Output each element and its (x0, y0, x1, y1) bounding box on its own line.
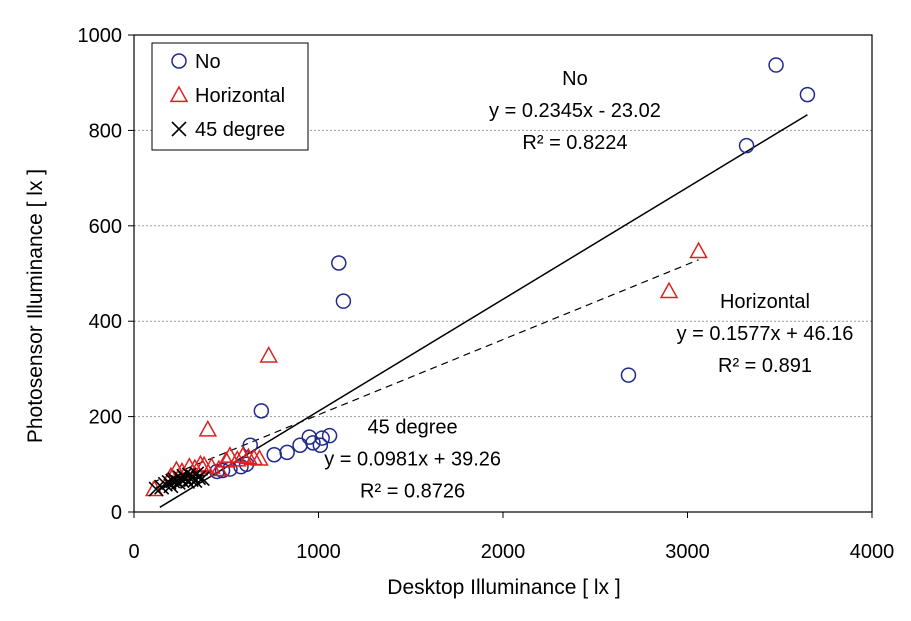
legend-marker (171, 53, 187, 69)
annotation-line: R² = 0.8224 (522, 132, 627, 154)
annotation-line: y = 0.1577x + 46.16 (677, 323, 854, 345)
x-tick-label: 0 (128, 541, 139, 563)
data-point (305, 435, 321, 451)
data-point (259, 345, 278, 363)
legend: No Horizontal 45 degree (151, 42, 309, 151)
data-point (312, 437, 329, 453)
y-tick-label: 800 (89, 120, 122, 142)
y-tick-label: 600 (89, 216, 122, 238)
annotation-line: y = 0.2345x - 23.02 (489, 100, 661, 122)
data-point (220, 446, 240, 463)
data-point (279, 444, 295, 461)
annotation-line: R² = 0.8726 (360, 480, 465, 502)
data-point (335, 293, 352, 309)
data-point (214, 462, 231, 479)
data-point (209, 459, 229, 477)
data-point (194, 471, 210, 487)
trendline-annotations: No y = 0.2345x - 23.02 R² = 0.8224 Horizont… (324, 68, 853, 502)
data-point (157, 476, 173, 492)
y-axis-title: Photosensor Illuminance [ lx ] (24, 169, 47, 443)
data-point (738, 137, 755, 154)
data-point (768, 57, 784, 73)
x-tick-label: 2000 (481, 541, 526, 563)
data-point (292, 437, 308, 453)
x-axis-title: Desktop Illuminance [ lx ] (387, 576, 620, 599)
data-point (314, 430, 330, 446)
data-point (145, 479, 164, 497)
x-tick-label: 4000 (850, 541, 895, 563)
annotation-line: Horizontal (720, 291, 810, 313)
data-point (266, 447, 282, 463)
data-point (198, 419, 218, 437)
data-point (321, 427, 338, 444)
data-point (659, 281, 679, 299)
data-point (253, 403, 270, 419)
grid-lines (134, 129, 872, 418)
data-point (191, 470, 207, 486)
annotation-line: No (562, 68, 588, 90)
legend-label: No (195, 51, 221, 73)
data-point (620, 367, 637, 383)
x-tick-label: 3000 (665, 541, 710, 563)
data-point (228, 449, 247, 467)
legend-box (151, 42, 309, 151)
data-points (145, 57, 816, 497)
data-point (148, 481, 164, 497)
data-point (216, 450, 236, 468)
annotation-line: R² = 0.891 (718, 355, 812, 377)
data-point (331, 255, 347, 271)
y-tick-label: 0 (111, 502, 122, 524)
trendline (159, 114, 808, 508)
annotation-line: 45 degree (368, 416, 458, 438)
y-tick-label: 200 (89, 407, 122, 429)
data-point (689, 241, 708, 259)
legend-marker (169, 85, 189, 103)
legend-marker (171, 121, 187, 137)
y-tick-label: 1000 (78, 25, 123, 47)
x-tick-label: 1000 (296, 541, 341, 563)
annotation-line: y = 0.0981x + 39.26 (324, 448, 501, 470)
data-point (799, 86, 816, 103)
data-point (233, 446, 253, 463)
axis-ticks: 0 200 400 600 800 1000 0 1000 2000 3000 4000 (78, 25, 895, 563)
data-point (239, 447, 258, 465)
legend-label: Horizontal (195, 85, 285, 107)
y-tick-label: 400 (89, 311, 122, 333)
data-point (250, 449, 269, 466)
legend-label: 45 degree (195, 119, 285, 141)
